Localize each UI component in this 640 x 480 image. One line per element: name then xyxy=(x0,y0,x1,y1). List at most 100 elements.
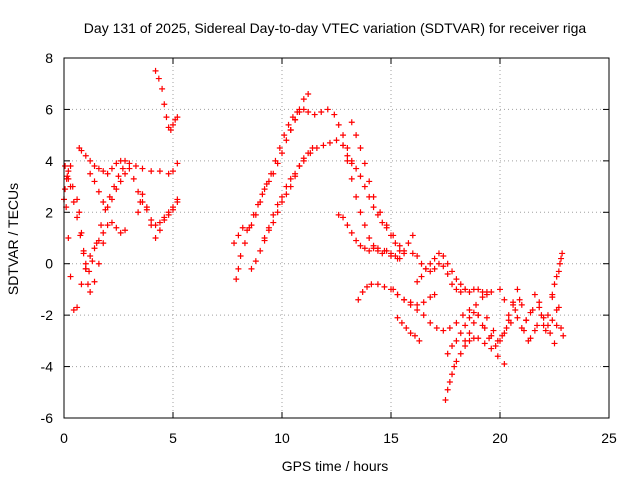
data-point xyxy=(87,157,94,164)
x-axis-label: GPS time / hours xyxy=(282,458,389,474)
data-point xyxy=(84,281,91,288)
data-point xyxy=(527,309,534,316)
data-point xyxy=(113,186,120,193)
data-point xyxy=(435,260,442,267)
data-point xyxy=(510,299,517,306)
data-point xyxy=(433,325,440,331)
y-tick-label: -6 xyxy=(41,410,54,426)
series-s21 xyxy=(409,250,469,295)
data-point xyxy=(115,173,122,180)
data-point xyxy=(488,345,495,352)
data-point xyxy=(307,150,314,157)
series-s6 xyxy=(87,165,181,229)
data-point xyxy=(359,289,366,295)
data-point xyxy=(453,358,460,365)
data-point xyxy=(353,237,360,244)
data-point xyxy=(348,229,355,236)
plot-frame xyxy=(63,57,610,419)
series-s7 xyxy=(135,191,181,241)
data-point xyxy=(361,160,368,167)
data-point xyxy=(420,312,427,319)
data-point xyxy=(148,222,155,229)
data-point xyxy=(333,137,340,144)
data-point xyxy=(285,121,292,128)
data-point xyxy=(355,296,362,303)
data-point xyxy=(553,273,560,280)
data-point xyxy=(274,201,281,208)
data-point xyxy=(91,245,98,252)
data-point xyxy=(91,278,98,285)
data-point xyxy=(394,291,401,298)
data-point xyxy=(80,247,87,254)
data-point xyxy=(174,160,181,167)
data-point xyxy=(514,286,521,293)
series-s15 xyxy=(348,119,408,254)
data-point xyxy=(497,337,503,344)
chart-title: Day 131 of 2025, Sidereal Day-to-day VTE… xyxy=(84,20,587,36)
data-point xyxy=(374,245,381,252)
data-point xyxy=(374,281,381,288)
data-point xyxy=(104,204,111,211)
data-point xyxy=(440,327,447,334)
series-s16 xyxy=(335,211,401,262)
data-point xyxy=(257,199,264,205)
data-point xyxy=(401,296,408,303)
data-point xyxy=(161,217,168,223)
data-point xyxy=(462,322,469,329)
data-point xyxy=(553,322,560,329)
data-point xyxy=(119,165,126,172)
data-point xyxy=(270,219,277,226)
y-tick-label: -4 xyxy=(41,359,54,375)
data-point xyxy=(100,240,107,247)
y-tick-label: 4 xyxy=(45,153,53,169)
data-point xyxy=(108,219,115,226)
data-point xyxy=(95,165,102,172)
x-tick-label: 0 xyxy=(60,430,68,446)
data-point xyxy=(300,106,307,113)
data-point xyxy=(281,132,288,139)
data-point xyxy=(538,312,545,319)
data-point xyxy=(165,211,172,218)
data-point xyxy=(82,152,89,159)
data-point xyxy=(377,209,384,216)
data-point xyxy=(265,227,272,234)
data-point xyxy=(462,286,469,293)
data-point xyxy=(388,253,394,259)
data-point xyxy=(313,145,320,151)
series-s19 xyxy=(394,314,423,344)
x-tick-label: 25 xyxy=(601,430,617,446)
data-point xyxy=(499,332,506,339)
data-point xyxy=(466,314,473,321)
data-point xyxy=(93,240,100,247)
data-point xyxy=(403,325,410,331)
data-point xyxy=(70,307,77,313)
data-point xyxy=(174,114,181,121)
data-point xyxy=(481,340,488,347)
data-point xyxy=(78,229,85,236)
data-point xyxy=(559,250,566,257)
data-point xyxy=(155,75,162,82)
data-point xyxy=(549,291,556,298)
data-point xyxy=(427,319,434,326)
data-point xyxy=(414,301,421,308)
data-point xyxy=(331,111,338,118)
x-tick-label: 20 xyxy=(492,430,508,446)
data-point xyxy=(449,371,456,378)
data-point xyxy=(108,165,115,172)
data-point xyxy=(512,307,519,313)
data-point xyxy=(366,235,373,241)
y-tick-label: 6 xyxy=(45,101,53,117)
data-point xyxy=(475,335,482,342)
x-tick-label: 10 xyxy=(274,430,290,446)
data-point xyxy=(398,319,405,326)
series-s8 xyxy=(152,67,181,133)
data-point xyxy=(390,286,397,293)
data-point xyxy=(449,343,456,349)
data-point xyxy=(67,273,74,280)
data-point xyxy=(148,168,155,175)
data-point xyxy=(492,343,499,349)
y-tick-label: 0 xyxy=(45,256,53,272)
data-point xyxy=(381,247,388,254)
data-point xyxy=(558,255,565,262)
series-s23 xyxy=(444,309,567,357)
